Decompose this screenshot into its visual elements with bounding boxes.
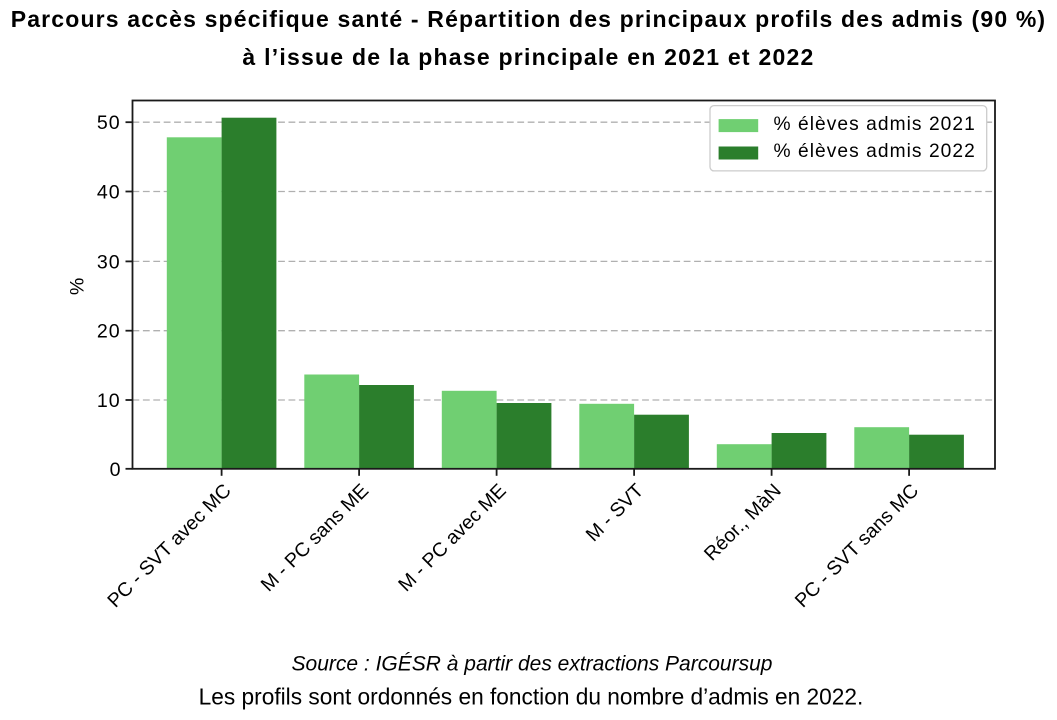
svg-text:0: 0 (110, 459, 122, 481)
svg-text:50: 50 (97, 112, 121, 134)
svg-text:à l’issue de la phase principa: à l’issue de la phase principale en 2021… (242, 44, 814, 70)
svg-text:Source : IGÉSR à partir des ex: Source : IGÉSR à partir des extractions … (292, 653, 773, 676)
svg-text:%: % (67, 278, 89, 295)
svg-text:10: 10 (97, 390, 121, 412)
svg-text:30: 30 (97, 251, 121, 273)
svg-text:20: 20 (97, 321, 121, 343)
svg-text:40: 40 (97, 182, 121, 204)
svg-text:Parcours accès spécifique sant: Parcours accès spécifique santé - Répart… (11, 6, 1047, 32)
svg-text:Les profils sont ordonnés en f: Les profils sont ordonnés en fonction du… (199, 684, 864, 710)
svg-text:% élèves admis 2022: % élèves admis 2022 (774, 141, 976, 162)
svg-text:% élèves admis 2021: % élèves admis 2021 (774, 114, 976, 135)
